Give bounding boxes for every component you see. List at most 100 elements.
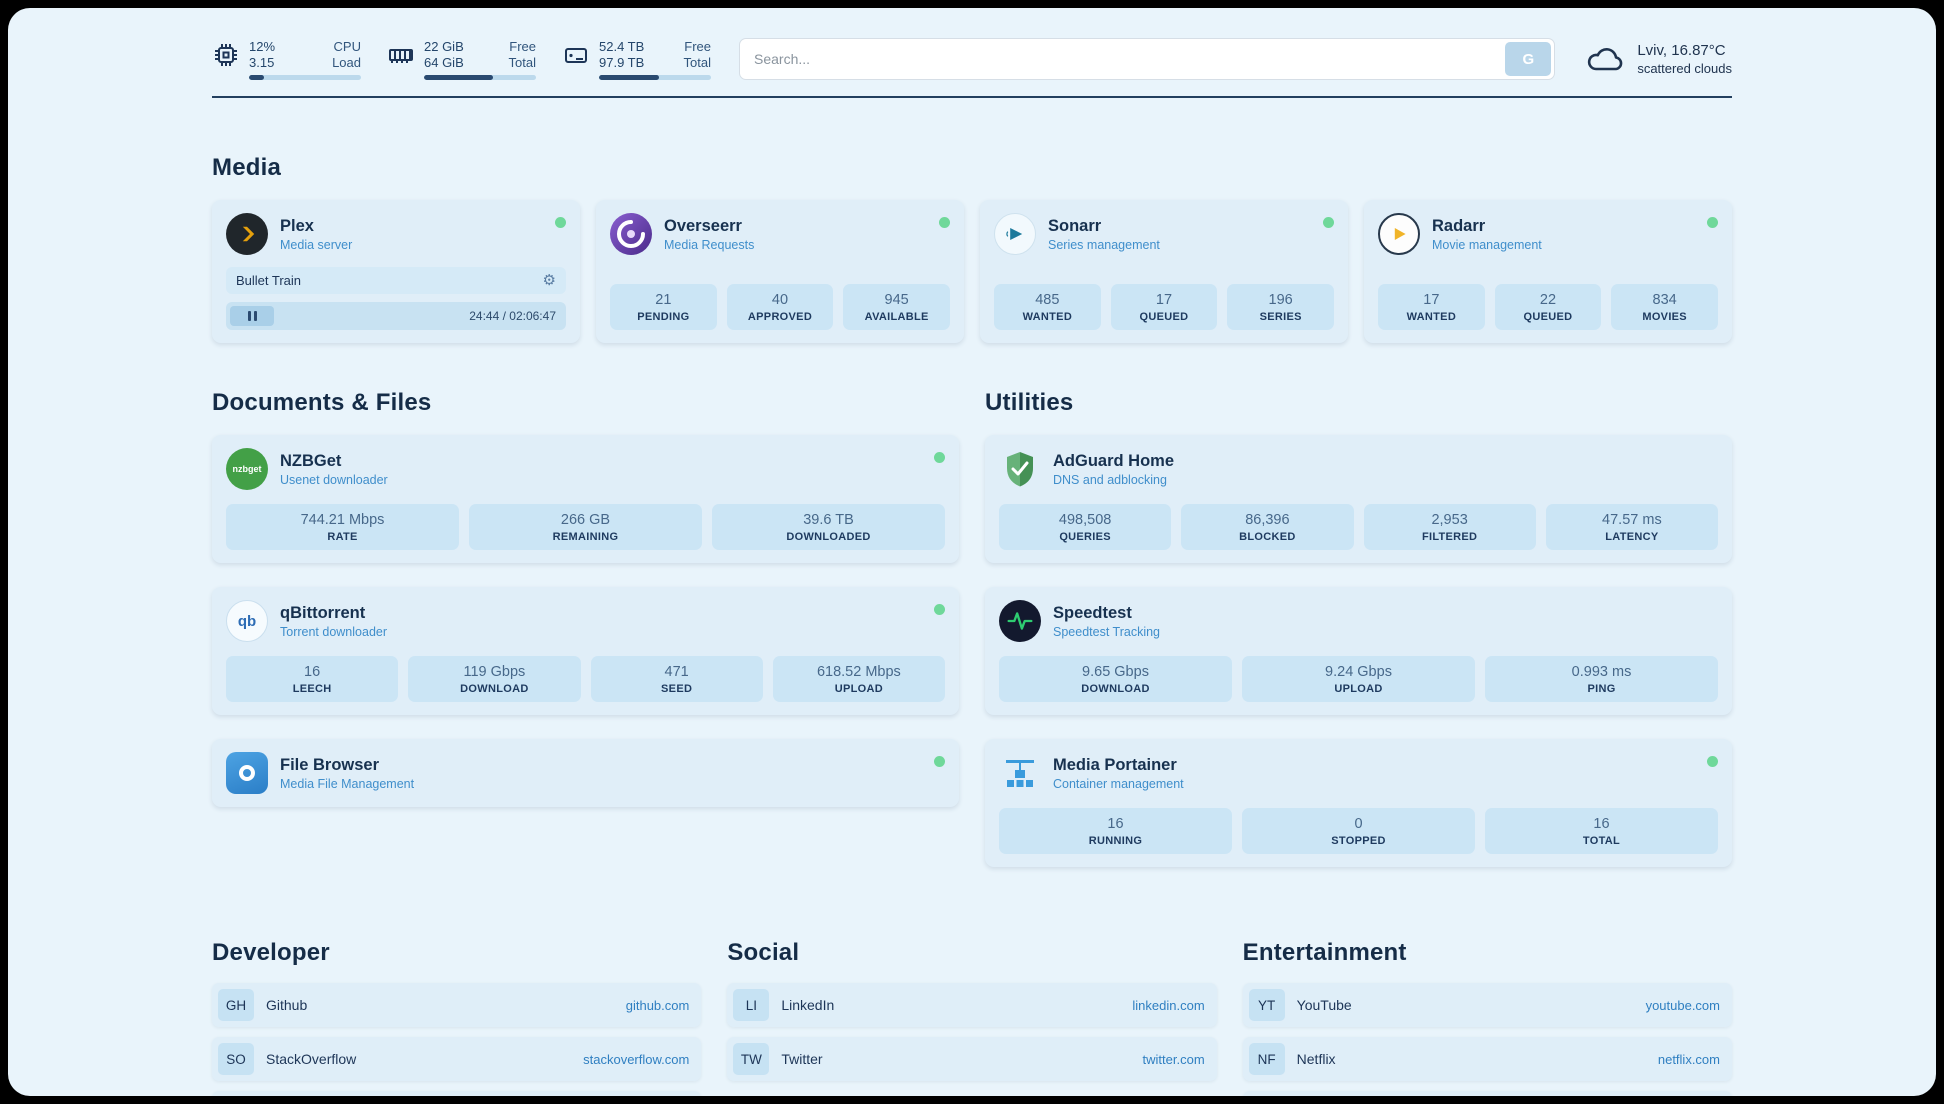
search-engine-button[interactable]: G xyxy=(1505,42,1552,76)
filebrowser-icon xyxy=(226,752,268,794)
qbittorrent-card[interactable]: qb qBittorrent Torrent downloader 16 xyxy=(212,587,959,715)
adguard-subtitle: DNS and adblocking xyxy=(1053,472,1167,487)
qbittorrent-icon-text: qb xyxy=(237,612,257,630)
cpu-icon xyxy=(215,43,237,66)
stat-value: 9.65 Gbps xyxy=(1082,664,1149,680)
adguard-card[interactable]: AdGuard Home DNS and adblocking 498,508 … xyxy=(985,435,1732,563)
nzbget-card[interactable]: nzbget NZBGet Usenet downloader 744.21 M… xyxy=(212,435,959,563)
nzbget-icon-text: nzbget xyxy=(232,464,262,474)
qbittorrent-stat-download: 119 Gbps DOWNLOAD xyxy=(408,656,581,702)
plex-card[interactable]: Plex Media server Bullet Train ⚙ 24:44 /… xyxy=(212,200,580,343)
ram-stat: 22 GiB Free 64 GiB Total xyxy=(387,39,536,80)
pause-icon[interactable] xyxy=(230,306,274,326)
stat-label: PING xyxy=(1587,683,1616,695)
ram-progress-bar xyxy=(424,74,536,80)
stat-label: AVAILABLE xyxy=(864,311,929,323)
cpu-progress-bar xyxy=(249,74,361,80)
stat-label: STOPPED xyxy=(1331,835,1386,847)
plex-status-dot xyxy=(555,217,566,228)
stat-value: 744.21 Mbps xyxy=(300,512,385,528)
stat-value: 266 GB xyxy=(560,512,611,528)
disk-total-label: Total xyxy=(683,54,711,70)
search-input[interactable] xyxy=(754,51,1506,67)
plex-icon xyxy=(226,213,268,255)
qbittorrent-stat-upload: 618.52 Mbps UPLOAD xyxy=(772,656,945,702)
sonarr-card[interactable]: Sonarr Series management 485 WANTED 17 Q… xyxy=(980,200,1348,343)
qbittorrent-subtitle: Torrent downloader xyxy=(280,624,388,639)
plex-name: Plex xyxy=(280,216,314,235)
bookmark-netflix[interactable]: NF Netflix netflix.com xyxy=(1242,1037,1732,1081)
filebrowser-status-dot xyxy=(934,756,945,767)
portainer-subtitle: Container management xyxy=(1053,776,1184,791)
stat-label: PENDING xyxy=(637,311,690,323)
qbittorrent-status-dot xyxy=(934,604,945,615)
nzbget-status-dot xyxy=(934,452,945,463)
bookmark-github[interactable]: GH Github github.com xyxy=(212,983,702,1027)
speedtest-stat-upload: 9.24 Gbps UPLOAD xyxy=(1242,656,1475,702)
topbar: 12% CPU 3.15 Load xyxy=(212,8,1732,80)
nzbget-icon: nzbget xyxy=(226,448,268,490)
stat-label: LATENCY xyxy=(1605,531,1659,543)
speedtest-card[interactable]: Speedtest Speedtest Tracking 9.65 Gbps D… xyxy=(985,587,1732,715)
qbittorrent-stat-seed: 471 SEED xyxy=(590,656,763,702)
sonarr-subtitle: Series management xyxy=(1048,237,1160,252)
filebrowser-card[interactable]: File Browser Media File Management xyxy=(212,739,959,807)
adguard-icon xyxy=(999,448,1041,490)
stackoverflow-abbr-icon: SO xyxy=(218,1043,254,1075)
stat-value: 485 xyxy=(1035,292,1060,308)
plex-subtitle: Media server xyxy=(280,237,353,252)
bookmark-url[interactable]: stackoverflow.com xyxy=(583,1051,690,1067)
topbar-divider xyxy=(212,96,1732,98)
bookmark-url[interactable]: linkedin.com xyxy=(1132,997,1205,1013)
stat-value: 22 xyxy=(1539,292,1557,308)
system-stats: 12% CPU 3.15 Load xyxy=(212,39,711,80)
disk-free-label: Free xyxy=(684,38,711,54)
overseerr-stat-pending: 21 PENDING xyxy=(610,284,717,330)
bookmark-url[interactable]: github.com xyxy=(625,997,690,1013)
cpu-stat: 12% CPU 3.15 Load xyxy=(212,39,361,80)
bookmark-twitter[interactable]: TW Twitter twitter.com xyxy=(727,1037,1217,1081)
twitter-abbr-icon: TW xyxy=(733,1043,770,1075)
portainer-stat-running: 16 RUNNING xyxy=(999,808,1232,854)
stat-label: WANTED xyxy=(1406,311,1457,323)
cpu-load-value: 3.15 xyxy=(249,54,275,70)
bookmark-reddit[interactable]: RE Reddit reddit.com xyxy=(1242,1091,1732,1096)
overseerr-icon xyxy=(610,213,652,255)
cpu-usage-label: CPU xyxy=(333,38,361,54)
ram-total-value: 64 GiB xyxy=(424,54,464,70)
speedtest-stat-download: 9.65 Gbps DOWNLOAD xyxy=(999,656,1232,702)
stat-value: 618.52 Mbps xyxy=(816,664,901,680)
overseerr-subtitle: Media Requests xyxy=(664,237,755,252)
stat-value: 21 xyxy=(655,292,672,308)
plex-player-bar[interactable]: 24:44 / 02:06:47 xyxy=(226,302,566,330)
bookmark-url[interactable]: netflix.com xyxy=(1657,1051,1720,1067)
youtube-abbr-icon: YT xyxy=(1248,989,1285,1021)
radarr-card[interactable]: Radarr Movie management 17 WANTED 22 QUE… xyxy=(1364,200,1732,343)
bookmark-dev[interactable]: DT DEV dev.to xyxy=(212,1091,702,1096)
bookmark-name: StackOverflow xyxy=(266,1051,357,1067)
bookmark-linkedin[interactable]: LI LinkedIn linkedin.com xyxy=(727,983,1217,1027)
portainer-stat-stopped: 0 STOPPED xyxy=(1242,808,1475,854)
weather-location: Lviv, 16.87°C xyxy=(1637,42,1726,59)
bookmark-url[interactable]: youtube.com xyxy=(1645,997,1720,1013)
stat-value: 47.57 ms xyxy=(1602,512,1662,528)
sonarr-stat-queued: 17 QUEUED xyxy=(1110,284,1218,330)
nzbget-name: NZBGet xyxy=(280,451,342,470)
bookmark-name: Github xyxy=(266,997,308,1013)
stat-value: 39.6 TB xyxy=(803,512,854,528)
social-section: Social LI LinkedIn linkedin.com TW Twitt… xyxy=(727,939,1217,1096)
bookmark-stackoverflow[interactable]: SO StackOverflow stackoverflow.com xyxy=(212,1037,702,1081)
qbittorrent-stat-leech: 16 LEECH xyxy=(226,656,399,702)
disk-icon xyxy=(565,47,587,63)
bookmark-url[interactable]: twitter.com xyxy=(1142,1051,1205,1067)
plex-player-time: 24:44 / 02:06:47 xyxy=(469,309,556,323)
radarr-stat-wanted: 17 WANTED xyxy=(1378,284,1485,330)
portainer-card[interactable]: Media Portainer Container management 16 … xyxy=(985,739,1732,867)
stat-value: 16 xyxy=(1593,816,1610,832)
adguard-stat-blocked: 86,396 BLOCKED xyxy=(1181,504,1354,550)
overseerr-card[interactable]: Overseerr Media Requests 21 PENDING 40 A… xyxy=(596,200,964,343)
gear-icon[interactable]: ⚙ xyxy=(542,272,556,289)
bookmark-youtube[interactable]: YT YouTube youtube.com xyxy=(1242,983,1732,1027)
stat-label: UPLOAD xyxy=(834,683,883,695)
cpu-usage-value: 12% xyxy=(249,38,276,54)
